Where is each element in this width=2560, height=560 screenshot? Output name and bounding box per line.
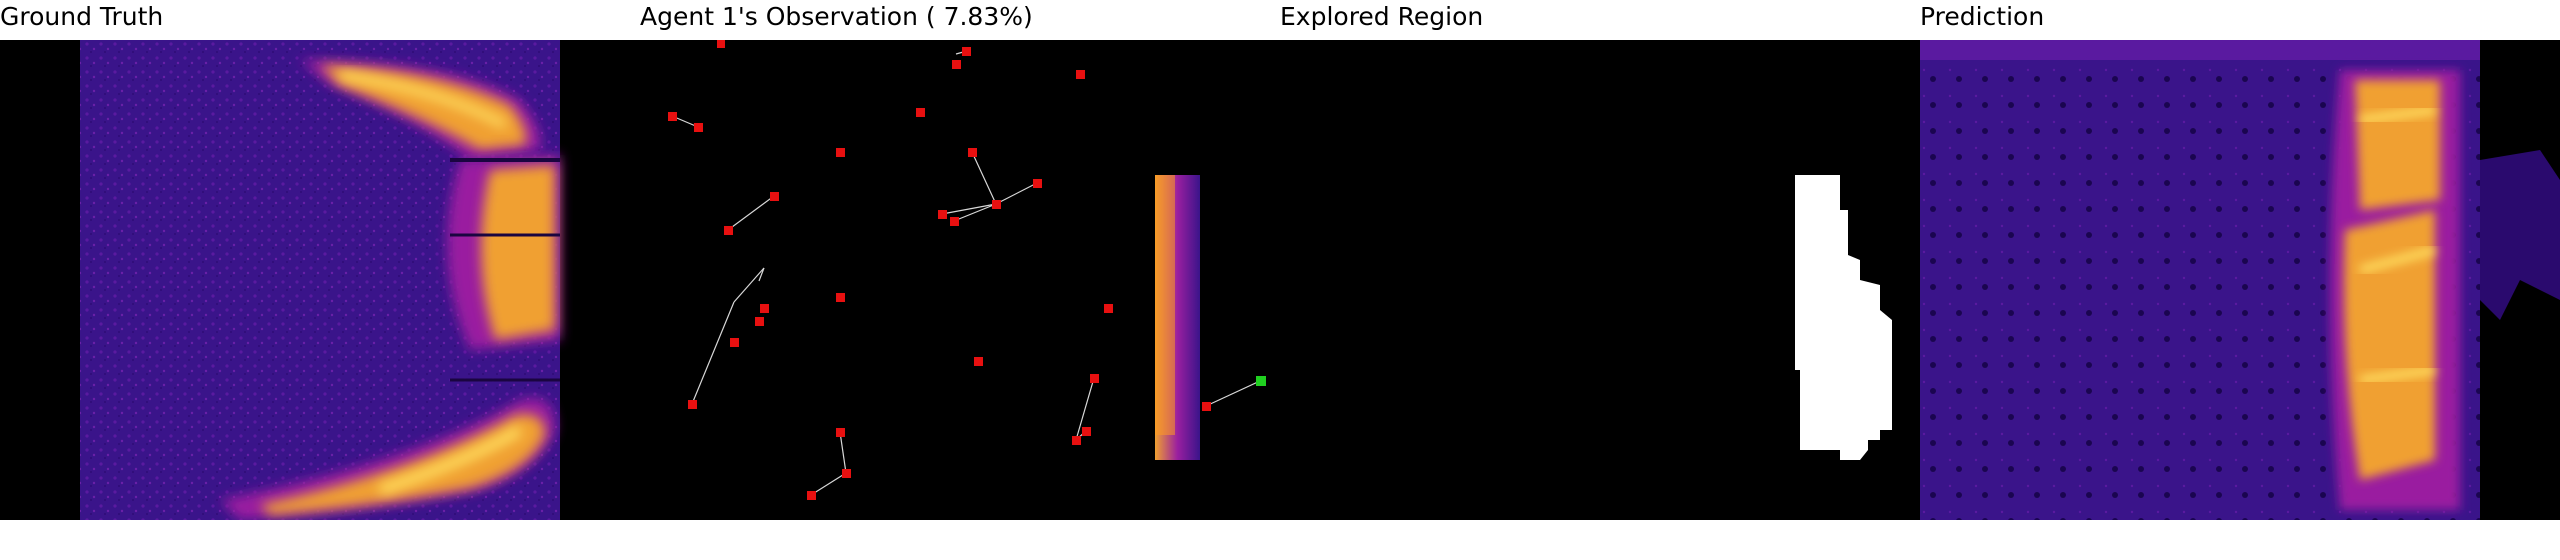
prediction-peak-2 [2358,246,2437,274]
prediction-band-mid [2344,210,2435,480]
ground-truth-heatmap [80,40,560,520]
observation-map [668,40,1266,500]
prediction-panel [1920,40,2560,520]
ground-truth-panel [0,40,640,520]
prediction-band-top [2355,80,2440,210]
heat-band-bottom-peak [378,425,523,495]
heat-band-bottom-core [260,414,545,515]
explored-area [1795,175,1892,460]
prediction-edge-fade [2480,150,2560,320]
heat-band-top-peak [339,71,507,129]
explored-mask [1795,175,1892,460]
prediction-top-edge [1920,40,2480,60]
explored-region-panel [1280,40,1920,520]
prediction-title: Prediction [1920,2,2045,31]
active-agent-marker [1256,376,1266,386]
observation-panel [640,40,1280,520]
heat-band-right-core [481,165,555,340]
heat-band-top-core [320,65,526,150]
observation-title: Agent 1's Observation ( 7.83%) [640,2,1033,31]
heat-band-bottom [220,398,555,520]
agent-markers [668,40,1211,500]
prediction-heatmap [1920,40,2560,520]
prediction-peak-3 [2359,366,2436,384]
ground-truth-title: Ground Truth [0,2,164,31]
observed-strip-hot [1155,175,1175,435]
explored-region-title: Explored Region [1280,2,1484,31]
prediction-peak-1 [2359,106,2436,124]
